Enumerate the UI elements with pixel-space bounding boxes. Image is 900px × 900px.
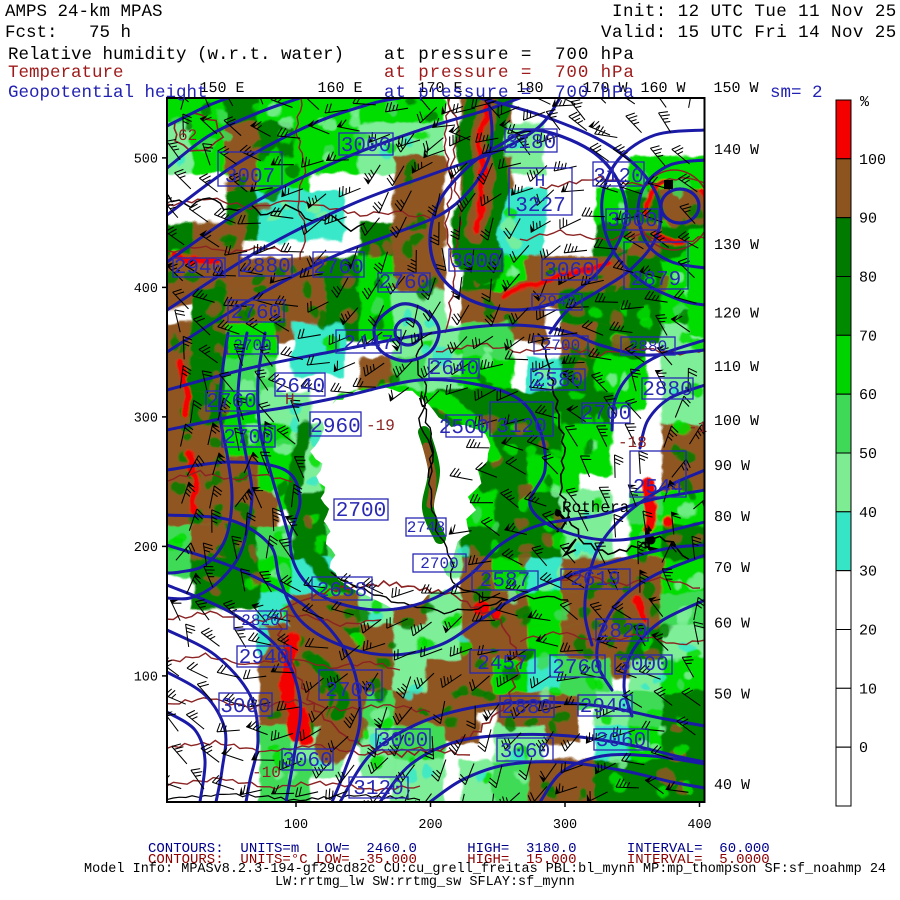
svg-text:100: 100 <box>284 818 308 833</box>
svg-text:100: 100 <box>134 671 158 686</box>
svg-text:40: 40 <box>859 505 877 522</box>
svg-text:140 W: 140 W <box>714 142 759 159</box>
svg-text:2619: 2619 <box>570 569 620 592</box>
svg-text:170 W: 170 W <box>582 80 627 97</box>
svg-text:62: 62 <box>178 127 197 145</box>
svg-text:2700: 2700 <box>233 337 271 355</box>
svg-text:90: 90 <box>859 211 877 228</box>
svg-text:2880: 2880 <box>642 379 692 402</box>
svg-text:110 W: 110 W <box>714 359 759 376</box>
svg-text:3060: 3060 <box>544 260 594 283</box>
svg-text:2500: 2500 <box>439 417 489 440</box>
svg-text:2960: 2960 <box>310 416 360 439</box>
svg-text:2879: 2879 <box>631 269 681 292</box>
svg-text:2940: 2940 <box>174 257 224 280</box>
svg-text:2820: 2820 <box>241 612 279 630</box>
svg-text:120 W: 120 W <box>714 306 759 323</box>
svg-text:3000: 3000 <box>618 654 668 677</box>
svg-text:2748: 2748 <box>407 519 445 537</box>
svg-text:300: 300 <box>553 818 577 833</box>
svg-text:2700: 2700 <box>325 680 375 703</box>
svg-text:2580: 2580 <box>533 370 583 393</box>
svg-text:3060: 3060 <box>282 750 332 773</box>
svg-text:50: 50 <box>859 446 877 463</box>
svg-text:2447: 2447 <box>343 333 393 356</box>
svg-text:2700: 2700 <box>420 555 458 573</box>
svg-text:2640: 2640 <box>429 358 479 381</box>
svg-text:2760: 2760 <box>379 272 429 295</box>
svg-text:3000: 3000 <box>378 730 428 753</box>
svg-text:3060: 3060 <box>596 730 646 753</box>
svg-text:0: 0 <box>859 740 868 757</box>
svg-text:-18: -18 <box>618 434 647 452</box>
svg-text:2760: 2760 <box>231 302 281 325</box>
svg-text:3060: 3060 <box>500 741 550 764</box>
svg-text:2940: 2940 <box>538 293 576 311</box>
svg-text:130 W: 130 W <box>714 237 759 254</box>
svg-text:150 E: 150 E <box>199 80 244 97</box>
svg-text:200: 200 <box>418 818 442 833</box>
svg-text:2940: 2940 <box>239 647 289 670</box>
svg-text:3007: 3007 <box>225 166 275 189</box>
svg-text:70: 70 <box>859 328 877 345</box>
svg-text:50 W: 50 W <box>714 687 750 704</box>
svg-text:160 E: 160 E <box>317 80 362 97</box>
svg-text:90 W: 90 W <box>714 458 750 475</box>
svg-text:Rothera: Rothera <box>562 499 630 517</box>
svg-text:2820: 2820 <box>597 621 647 644</box>
svg-text:2760: 2760 <box>206 391 256 414</box>
svg-text:2700: 2700 <box>336 500 386 523</box>
svg-text:180: 180 <box>516 80 543 97</box>
svg-text:200: 200 <box>134 541 158 556</box>
svg-text:60: 60 <box>859 387 877 404</box>
svg-text:2700: 2700 <box>581 403 631 426</box>
svg-text:3227: 3227 <box>515 195 565 218</box>
svg-text:100: 100 <box>859 152 886 169</box>
svg-text:3180: 3180 <box>506 132 556 155</box>
svg-text:2658: 2658 <box>317 580 367 603</box>
svg-text:80: 80 <box>859 270 877 287</box>
svg-text:2700: 2700 <box>223 427 273 450</box>
svg-text:H: H <box>535 172 546 192</box>
svg-text:2587: 2587 <box>480 570 530 593</box>
svg-text:2880: 2880 <box>240 256 290 279</box>
svg-text:160 W: 160 W <box>640 80 685 97</box>
svg-text:-1: -1 <box>688 419 707 437</box>
svg-text:3000: 3000 <box>607 210 657 233</box>
svg-text:3120: 3120 <box>593 166 643 189</box>
svg-text:500: 500 <box>134 153 158 168</box>
svg-text:20: 20 <box>859 623 877 640</box>
svg-text:2880: 2880 <box>502 697 552 720</box>
svg-text:10: 10 <box>859 681 877 698</box>
svg-text:3120: 3120 <box>353 778 403 801</box>
svg-text:2880: 2880 <box>629 338 667 356</box>
svg-text:3060: 3060 <box>220 696 270 719</box>
svg-text:-19: -19 <box>366 417 395 435</box>
svg-text:400: 400 <box>687 818 711 833</box>
svg-text:H: H <box>285 391 295 409</box>
svg-text:80 W: 80 W <box>714 509 750 526</box>
svg-text:60 W: 60 W <box>714 616 750 633</box>
svg-text:2760: 2760 <box>552 657 602 680</box>
svg-text:3000: 3000 <box>450 251 500 274</box>
svg-text:40 W: 40 W <box>714 777 750 794</box>
svg-text:400: 400 <box>134 282 158 297</box>
svg-text:170 E: 170 E <box>417 80 462 97</box>
svg-text:2940: 2940 <box>580 696 630 719</box>
svg-text:70 W: 70 W <box>714 560 750 577</box>
svg-text:100 W: 100 W <box>714 413 759 430</box>
svg-text:30: 30 <box>859 564 877 581</box>
svg-text:-10: -10 <box>252 764 281 782</box>
svg-text:2640: 2640 <box>275 376 325 399</box>
svg-text:2457: 2457 <box>477 653 527 676</box>
svg-text:2544: 2544 <box>633 477 683 500</box>
svg-text:3120: 3120 <box>496 416 546 439</box>
svg-text:2700: 2700 <box>542 337 580 355</box>
svg-text:150 W: 150 W <box>713 80 758 97</box>
svg-text:3000: 3000 <box>341 135 391 158</box>
svg-text:%: % <box>860 94 870 111</box>
svg-text:2760: 2760 <box>313 257 363 280</box>
svg-text:300: 300 <box>134 412 158 427</box>
